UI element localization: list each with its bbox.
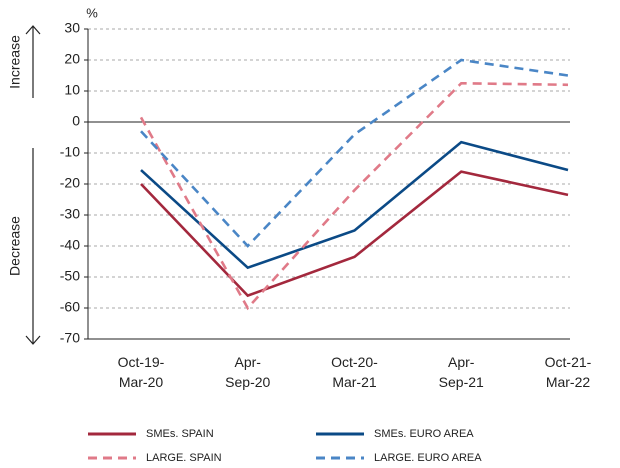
y-tick-label: -30 — [60, 206, 80, 222]
y-tick-label: 20 — [64, 51, 80, 67]
x-tick-label: Oct-20-Mar-21 — [331, 354, 378, 390]
y-tick-label: -40 — [60, 237, 80, 253]
legend-label: SMEs. EURO AREA — [374, 428, 474, 440]
y-tick-label: -70 — [60, 330, 80, 346]
legend-label: LARGE. EURO AREA — [374, 452, 482, 464]
line — [140, 170, 569, 298]
x-tick-label: Oct-19-Mar-20 — [118, 354, 165, 390]
increase-label: Increase — [7, 35, 23, 89]
y-tick-label: 30 — [64, 20, 80, 36]
y-tick-label: 0 — [72, 113, 80, 129]
increase-arrow — [25, 25, 41, 345]
y-unit: % — [86, 5, 98, 20]
y-tick-label: -10 — [60, 144, 80, 160]
line — [140, 140, 569, 270]
legend-label: LARGE. SPAIN — [146, 452, 222, 464]
legend-label: SMEs. SPAIN — [146, 428, 214, 440]
y-tick-label: 10 — [64, 82, 80, 98]
x-tick-label: Apr-Sep-21 — [439, 354, 484, 390]
decrease-label: Decrease — [7, 216, 23, 276]
x-tick-label: Oct-21-Mar-22 — [545, 354, 592, 390]
x-tick-label: Apr-Sep-20 — [225, 354, 270, 390]
y-tick-label: -60 — [60, 299, 80, 315]
y-tick-label: -50 — [60, 268, 80, 284]
y-tick-label: -20 — [60, 175, 80, 191]
line — [139, 81, 569, 311]
